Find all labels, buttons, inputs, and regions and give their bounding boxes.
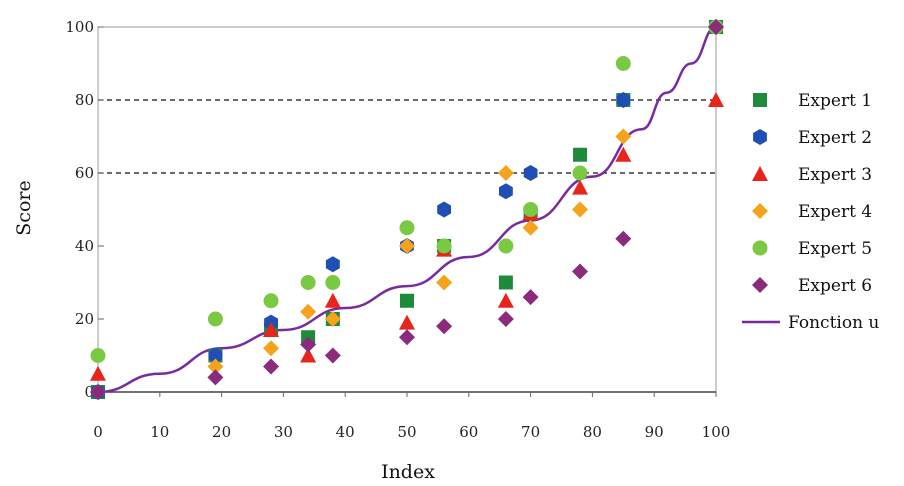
function-u-curve: [97, 25, 717, 394]
series-5: [90, 19, 724, 363]
x-tick-label: 70: [521, 423, 540, 441]
legend-label-3: Expert 3: [798, 165, 872, 185]
legend-marker-6: [752, 277, 768, 293]
x-tick-label: 10: [150, 423, 169, 441]
series-3-point: [615, 146, 632, 162]
series-6-point: [572, 263, 589, 280]
x-tick-label: 60: [459, 423, 478, 441]
y-tick-label: 100: [65, 18, 94, 36]
series-6-point: [263, 358, 280, 375]
series-5-point: [90, 348, 106, 363]
series-2-point: [208, 347, 223, 364]
series-2-point: [499, 183, 513, 200]
series-1-point: [573, 147, 588, 162]
legend-label-1: Expert 1: [798, 91, 872, 111]
series-4-point: [572, 201, 589, 218]
series-5-point: [615, 56, 631, 71]
series-4-point: [207, 358, 224, 375]
x-tick-label: 80: [583, 423, 602, 441]
series-3-point: [399, 314, 415, 330]
legend-label-5: Expert 5: [798, 239, 872, 259]
legend-marker-3: [752, 166, 768, 181]
series-3-point: [572, 179, 589, 195]
series-4-point: [497, 165, 514, 181]
series-5-point: [498, 238, 514, 254]
series-6-point: [436, 318, 453, 335]
series-6-point: [300, 336, 317, 353]
series-5-point: [572, 165, 588, 181]
series-5-point: [325, 275, 341, 290]
series-6-point: [615, 230, 632, 247]
series-1-point: [498, 275, 513, 290]
series-4-point: [522, 219, 539, 236]
legend-marker-4: [752, 203, 768, 219]
x-tick-label: 40: [336, 423, 355, 441]
series-3-point: [263, 321, 280, 337]
series-2-point: [523, 165, 538, 181]
series-5-point: [207, 311, 223, 327]
legend-label-6: Expert 6: [798, 276, 872, 296]
legend-marker-2: [753, 129, 767, 145]
function-curve-layer: [97, 25, 717, 394]
series-4-point: [324, 311, 341, 327]
y-tick-label: 60: [75, 164, 94, 182]
series-5-point: [263, 293, 279, 309]
legend-label-2: Expert 2: [798, 128, 872, 148]
series-6-point: [399, 329, 415, 346]
y-axis-ticks: 0 20 40 60 80 100: [65, 18, 104, 401]
legend: Expert 1 Expert 2 Expert 3 Expert 4 Expert 5…: [742, 91, 879, 333]
data-points-layer: [90, 19, 724, 400]
series-3: [90, 92, 724, 381]
y-tick-label: 0: [84, 383, 94, 401]
series-6-point: [522, 289, 539, 306]
series-4-point: [399, 238, 415, 254]
series-5-point: [300, 275, 316, 290]
legend-marker-5: [752, 240, 768, 256]
series-3-point: [90, 365, 106, 381]
series-1-point: [400, 293, 414, 308]
x-tick-label: 20: [212, 423, 231, 441]
series-3-point: [497, 292, 514, 308]
series-6-point: [708, 19, 724, 35]
series-6-point: [497, 311, 514, 327]
series-5-point: [399, 220, 415, 236]
series-6-point: [324, 347, 341, 364]
series-4-point: [436, 274, 453, 291]
x-tick-label: 30: [274, 423, 293, 441]
series-3-point: [708, 92, 724, 107]
series-5-point: [436, 238, 452, 254]
y-tick-label: 20: [75, 310, 94, 328]
series-3-point: [300, 347, 317, 363]
legend-label-4: Expert 4: [798, 202, 872, 222]
legend-marker-1: [753, 93, 767, 107]
series-2-point: [325, 256, 340, 273]
x-tick-label: 100: [702, 423, 731, 441]
series-4-point: [615, 128, 632, 145]
series-6-point: [207, 369, 224, 386]
x-tick-label: 90: [645, 423, 664, 441]
x-tick-label: 0: [93, 423, 103, 441]
x-tick-label: 50: [397, 423, 416, 441]
series-3-point: [324, 292, 341, 308]
series-2-point: [437, 201, 451, 218]
y-tick-label: 80: [75, 91, 94, 109]
series-5-point: [523, 202, 539, 217]
series-6-point: [90, 384, 106, 400]
series-4-point: [300, 303, 317, 320]
series-2-point: [616, 92, 631, 108]
x-axis-title: Index: [381, 461, 435, 483]
y-tick-label: 40: [75, 237, 94, 255]
legend-label-curve: Fonction u: [788, 313, 879, 333]
series-6: [90, 19, 724, 400]
reference-lines: [98, 99, 716, 174]
y-axis-title: Score: [13, 180, 35, 235]
series-4-point: [263, 340, 280, 357]
x-axis-ticks: 0 10 20 30 40 50 60 70 80 90 100: [93, 392, 730, 441]
